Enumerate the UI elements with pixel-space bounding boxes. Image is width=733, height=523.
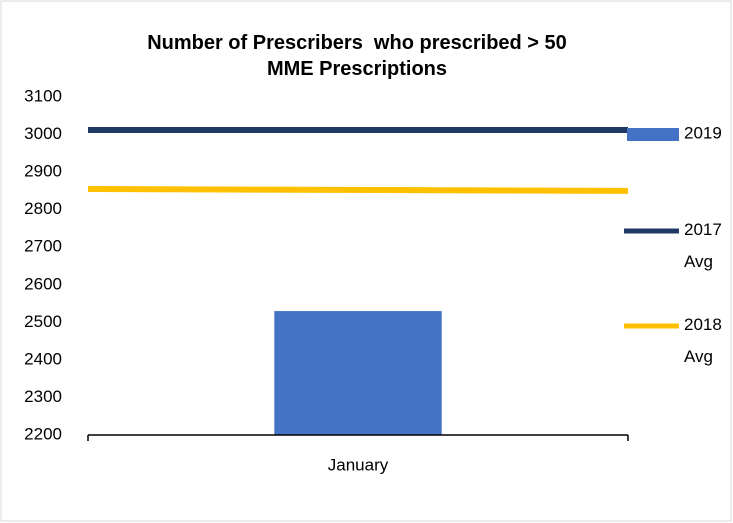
bar: [274, 311, 442, 435]
y-tick-label: 2400: [24, 349, 62, 368]
x-tick-label: January: [328, 455, 389, 474]
y-tick-label: 3100: [24, 86, 62, 105]
y-tick-label: 2500: [24, 312, 62, 331]
y-tick-label: 2800: [24, 199, 62, 218]
y-tick-label: 2200: [24, 424, 62, 443]
legend-label: 2017 Avg: [684, 220, 722, 271]
y-tick-label: 2600: [24, 274, 62, 293]
line-series: [87, 186, 629, 194]
y-tick-label: 2700: [24, 237, 62, 256]
legend-label: 2019: [684, 123, 722, 142]
legend-swatch: [627, 128, 679, 141]
legend-label: 2018 Avg: [684, 315, 722, 366]
y-tick-label: 2300: [24, 387, 62, 406]
chart-title: Number of Prescribers who prescribed > 5…: [147, 32, 573, 80]
y-tick-label: 2900: [24, 162, 62, 181]
y-tick-label: 3000: [24, 124, 62, 143]
